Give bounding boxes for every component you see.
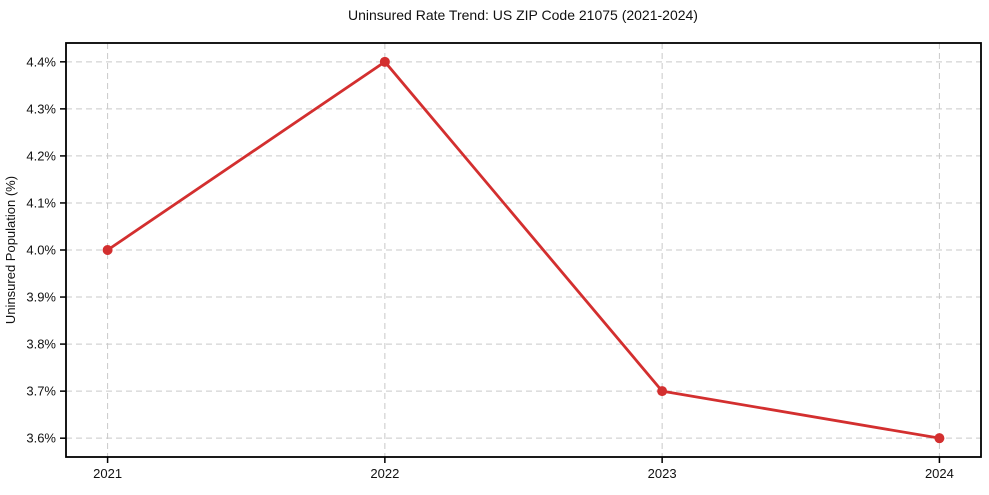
data-point-2021 — [102, 245, 113, 255]
grid-layer — [66, 43, 981, 457]
y-tick-label: 3.8% — [26, 337, 56, 352]
data-point-2022 — [379, 56, 390, 67]
x-tick-label: 2024 — [925, 466, 954, 481]
data-point-2023 — [657, 386, 668, 397]
y-tick-label: 4.0% — [26, 243, 56, 258]
y-tick-label: 4.1% — [26, 196, 56, 211]
x-tick-label: 2021 — [93, 466, 122, 481]
y-tick-label: 3.9% — [26, 290, 56, 305]
y-tick-label: 3.7% — [26, 384, 56, 399]
y-tick-label: 4.4% — [26, 54, 56, 69]
x-tick-label: 2023 — [648, 466, 677, 481]
trend-line — [106, 60, 941, 440]
y-tick-label: 4.3% — [26, 101, 56, 116]
series-layer — [102, 56, 945, 444]
y-tick-label: 3.6% — [26, 431, 56, 446]
x-tick-label: 2022 — [370, 466, 399, 481]
y-axis-title: Uninsured Population (%) — [3, 176, 18, 324]
plot-border — [65, 42, 982, 458]
axes-layer: 3.6% 3.7% 3.8% 3.9% 4.0% 4.1% 4.2% 4.3% 4.4% 2021… — [26, 42, 982, 481]
chart-title: Uninsured Rate Trend: US ZIP Code 21075 … — [348, 7, 698, 23]
data-point-2024 — [934, 433, 945, 444]
y-tick-label: 4.2% — [26, 148, 56, 163]
